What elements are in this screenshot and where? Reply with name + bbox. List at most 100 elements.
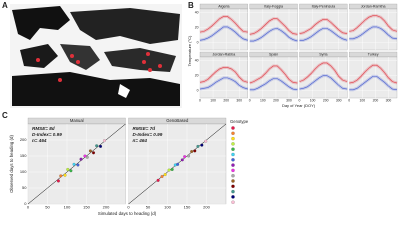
series-line — [249, 65, 298, 84]
series-line — [249, 28, 298, 42]
plot-area — [349, 56, 398, 99]
series-line — [249, 78, 298, 91]
facet-title: Algeria — [218, 4, 229, 8]
series-line — [299, 19, 348, 34]
x-tick-label: 300 — [286, 99, 292, 103]
y-tick-label: 40 — [195, 11, 199, 15]
point — [102, 139, 106, 143]
series-line — [299, 75, 348, 90]
legend-swatch — [231, 189, 235, 194]
point — [95, 144, 99, 148]
series-line — [349, 26, 398, 40]
series-line — [349, 64, 398, 84]
x-tick-label: 150 — [83, 204, 90, 209]
facet-title: Italy-Peninsula — [312, 4, 336, 8]
annotation: D-Index= 0.99 — [32, 132, 62, 137]
series-line — [349, 15, 398, 32]
y-tick-label: 50 — [22, 185, 27, 190]
y-tick-label: 20 — [195, 74, 199, 78]
x-tick-label: 300 — [336, 99, 342, 103]
facet-title: Turkey — [368, 52, 379, 56]
legend-swatch — [231, 179, 235, 183]
x-tick-label: 0 — [299, 99, 301, 103]
point — [167, 168, 171, 172]
point — [92, 151, 95, 155]
y-tick-label: 0 — [24, 201, 27, 206]
series-line — [349, 76, 398, 91]
legend-title: Genotype — [230, 119, 249, 124]
x-tick-label: 100 — [260, 99, 266, 103]
legend-swatch — [231, 200, 235, 204]
x-tick-label: 0 — [249, 99, 251, 103]
annotation: n= 464 — [32, 138, 47, 143]
facet-title: Jordan-Rabba — [212, 52, 235, 56]
facet-title: Italy-Foggia — [264, 4, 283, 8]
point — [204, 139, 208, 143]
x-tick-label: 50 — [146, 204, 151, 209]
x-tick-label: 100 — [64, 204, 71, 209]
annotation: D-Index= 0.99 — [133, 132, 163, 137]
point — [59, 174, 63, 178]
point — [63, 173, 67, 177]
y-tick-label: 150 — [20, 153, 27, 158]
facet-title: Manual — [70, 118, 84, 123]
x-tick-label: 200 — [203, 204, 210, 209]
legend-swatch — [231, 163, 235, 167]
series-line — [199, 16, 248, 33]
y-axis-label: Temperature (°C) — [187, 35, 192, 66]
figure: A B C Algeria 0 20 40 Italy-Foggia Italy-Peni… — [2, 1, 398, 216]
x-tick-label: 200 — [323, 99, 329, 103]
point — [200, 143, 204, 147]
y-tick-label: 200 — [20, 137, 27, 142]
point — [83, 154, 87, 158]
map — [10, 4, 182, 108]
facet-title: Jordan-Ramtha — [361, 4, 386, 8]
identity-line — [27, 123, 126, 205]
series-line — [249, 18, 298, 35]
panel-label: C — [2, 111, 8, 120]
y-tick-label: 20 — [195, 26, 199, 30]
x-tick-label: 200 — [223, 99, 229, 103]
plot-area — [249, 8, 298, 51]
x-tick-label: 300 — [386, 99, 392, 103]
point — [79, 157, 83, 161]
plot-area — [299, 56, 348, 99]
legend-swatch — [231, 147, 235, 151]
y-axis-label: Observed days to heading (d) — [9, 135, 14, 193]
point — [196, 144, 200, 148]
legend-swatch — [231, 168, 235, 173]
point — [160, 175, 164, 178]
point — [193, 149, 197, 153]
legend-swatch — [231, 158, 235, 162]
x-tick-label: 200 — [373, 99, 379, 103]
x-tick-label: 100 — [164, 204, 171, 209]
legend-swatch — [231, 126, 235, 130]
x-tick-label: 200 — [273, 99, 279, 103]
point — [163, 173, 167, 177]
point — [99, 144, 103, 148]
y-tick-label: 40 — [195, 59, 199, 63]
series-line — [199, 67, 248, 83]
series-line — [299, 28, 348, 41]
x-axis-label: Simulated days to heading (d) — [98, 211, 157, 216]
point — [88, 149, 92, 153]
series-line — [199, 26, 248, 41]
point — [176, 162, 180, 166]
point — [187, 154, 191, 158]
annotation: n= 464 — [133, 138, 148, 143]
legend-swatch — [231, 136, 235, 141]
x-axis-label: Day of Year (DOY) — [282, 103, 316, 108]
y-tick-label: 0 — [197, 88, 199, 92]
facet-title: GenoBased — [166, 118, 189, 123]
annotation: RMSE= 7d — [133, 126, 156, 131]
plot-area — [299, 8, 348, 51]
point — [156, 178, 160, 182]
x-tick-label: 200 — [103, 204, 110, 209]
x-tick-label: 0 — [199, 99, 201, 103]
panel-label: B — [188, 1, 194, 10]
x-tick-label: 300 — [236, 99, 242, 103]
plot-area — [249, 56, 298, 99]
point — [180, 158, 184, 162]
point — [190, 150, 194, 153]
series-line — [299, 62, 348, 82]
